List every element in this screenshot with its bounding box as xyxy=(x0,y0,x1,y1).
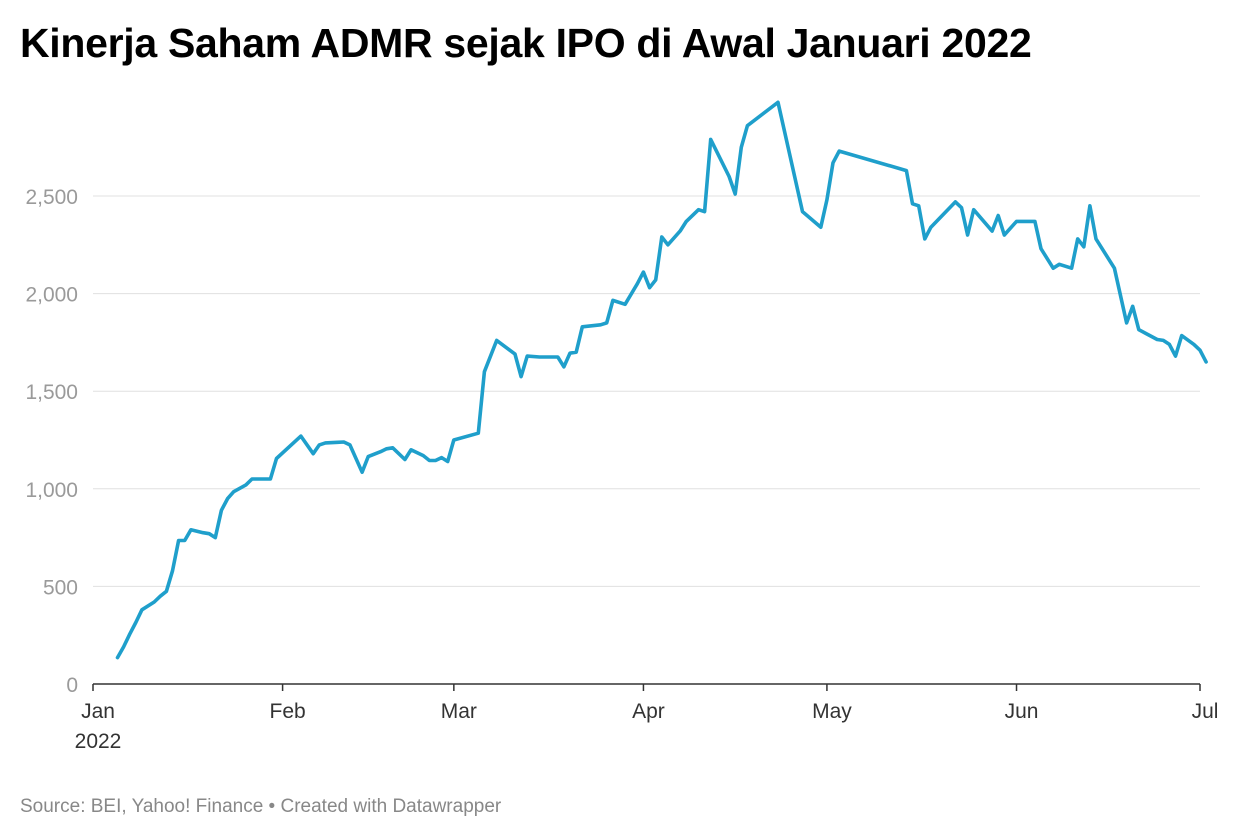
x-tick-label: Jun xyxy=(1005,700,1039,723)
grid-layer xyxy=(93,195,1200,587)
series-layer xyxy=(115,100,1208,660)
x-tick-label: Apr xyxy=(632,700,665,723)
y-tick-label: 500 xyxy=(43,576,78,599)
y-tick-label: 1,000 xyxy=(25,479,78,502)
credit-note: Created with Datawrapper xyxy=(280,796,502,817)
x-tick-label: Jul xyxy=(1192,700,1219,723)
y-tick-label: 1,500 xyxy=(25,381,78,404)
x-axis: Jan 2022 Feb Mar Apr May Jun Jul xyxy=(75,683,1219,753)
footer-separator: • xyxy=(263,796,281,817)
x-tick-label: Feb xyxy=(270,700,306,723)
y-axis: 0 500 1,000 1,500 2,000 2,500 xyxy=(25,186,78,697)
x-tick-sublabel: 2022 xyxy=(75,730,122,753)
chart-footer: Source: BEI, Yahoo! Finance • Created wi… xyxy=(20,796,501,818)
y-tick-label: 0 xyxy=(66,674,78,697)
chart-title: Kinerja Saham ADMR sejak IPO di Awal Jan… xyxy=(20,20,1032,66)
series-line xyxy=(115,100,1208,660)
y-tick-label: 2,000 xyxy=(25,284,78,307)
x-tick-label: May xyxy=(812,700,852,723)
x-tick-label: Jan xyxy=(81,700,115,723)
x-tick-label: Mar xyxy=(441,700,477,723)
y-tick-label: 2,500 xyxy=(25,186,78,209)
source-note: Source: BEI, Yahoo! Finance xyxy=(20,796,264,817)
